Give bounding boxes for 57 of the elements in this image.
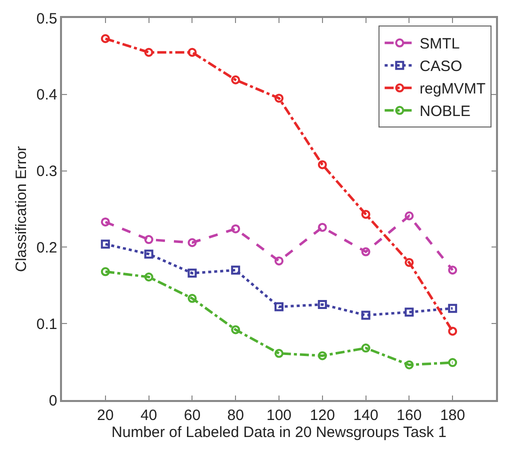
point: [404, 258, 414, 267]
point: [448, 358, 458, 368]
point: [361, 210, 370, 219]
point: [274, 94, 284, 103]
point: [144, 250, 154, 259]
point: [188, 268, 197, 278]
x-tick-label: 120: [310, 406, 335, 424]
point: [361, 344, 370, 353]
point: [188, 294, 197, 303]
y-tick-label: 0.4: [36, 86, 58, 104]
point: [361, 310, 370, 320]
point: [448, 304, 458, 313]
point: [404, 360, 414, 370]
y-tick-label: 0.1: [36, 316, 58, 333]
y-tick-label: 0.5: [36, 10, 58, 28]
x-tick-label: 80: [227, 406, 244, 424]
x-tick-label: 160: [396, 406, 422, 424]
point: [100, 267, 110, 276]
point: [318, 351, 327, 360]
point: [188, 238, 197, 248]
y-tick-label: 0: [48, 392, 58, 410]
point: [404, 308, 414, 317]
point: [361, 247, 370, 256]
point: [231, 325, 240, 334]
point: [274, 348, 284, 358]
point: [144, 272, 154, 282]
point: [448, 266, 458, 275]
point: [144, 48, 154, 57]
x-tick-label: 100: [266, 406, 292, 424]
point: [100, 217, 110, 226]
x-tick-label: 140: [353, 406, 378, 424]
point: [188, 48, 197, 57]
point: [231, 266, 240, 275]
point: [318, 300, 327, 309]
point: [318, 222, 327, 232]
x-axis-title: Number of Labeled Data in 20 Newsgroups Task 1: [112, 424, 446, 441]
point: [231, 224, 240, 234]
legend-label: NOBLE: [420, 103, 471, 120]
legend-label: CASO: [420, 58, 462, 76]
point: [404, 211, 414, 220]
y-tick-label: 0.3: [36, 163, 58, 180]
x-tick-label: 60: [184, 406, 201, 424]
point: [448, 326, 458, 336]
point: [231, 75, 240, 84]
x-tick-label: 180: [440, 406, 466, 424]
legend-label: SMTL: [420, 36, 460, 53]
point: [274, 256, 284, 266]
legend-label: regMVMT: [420, 80, 486, 98]
x-tick-label: 20: [97, 406, 114, 424]
point: [144, 235, 154, 244]
point: [100, 34, 110, 44]
y-tick-label: 0.2: [36, 239, 58, 256]
point: [318, 160, 327, 170]
y-axis-title: Classification Error: [13, 146, 30, 272]
point: [100, 240, 110, 249]
point: [274, 302, 284, 312]
x-tick-label: 40: [140, 406, 158, 424]
